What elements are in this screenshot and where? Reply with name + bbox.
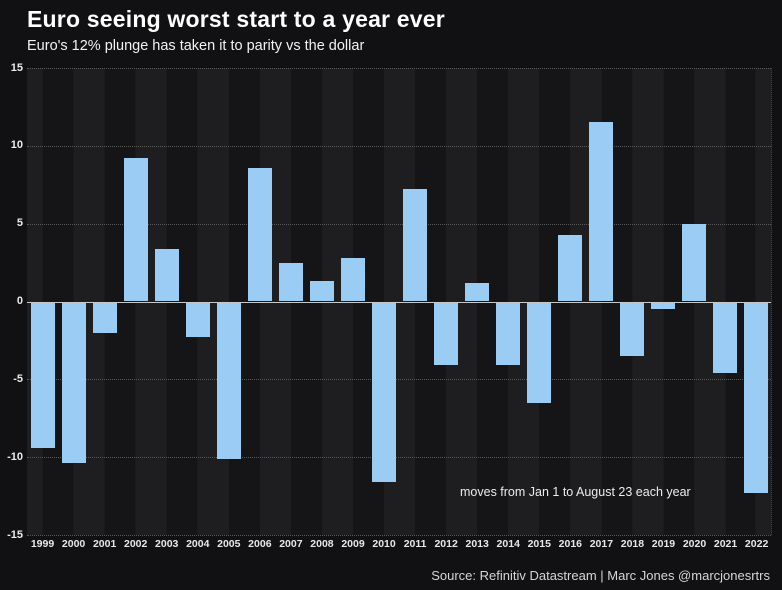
x-axis-labels: 1999 2000 2001 2002 2003 2004 2005 2006 2007 2008… [27,538,772,550]
x-axis-label-2000: 2000 [61,538,86,550]
gridline [27,379,771,381]
bar-2008 [309,281,334,302]
bar-2013 [465,282,490,302]
bar-2010 [371,301,396,483]
plot-area [27,68,772,536]
bar-1999 [30,301,55,448]
zero-line [27,301,771,303]
x-axis-label-2012: 2012 [434,538,458,550]
bar-2009 [340,257,365,302]
x-axis-label-2001: 2001 [92,538,117,550]
source-credit: Source: Refinitiv Datastream | Marc Jone… [431,568,770,583]
x-axis-label-1999: 1999 [30,538,55,550]
bar-2004 [185,301,210,338]
x-axis-label-2007: 2007 [279,538,303,550]
x-axis-label-2016: 2016 [558,538,582,550]
gridline [27,68,771,69]
bar-2001 [92,301,117,333]
x-axis-label-2021: 2021 [713,538,738,550]
chart-subtitle: Euro's 12% plunge has taken it to parity… [27,38,365,54]
y-axis-tick-label: 0 [16,295,23,307]
gridline [27,145,771,147]
gridline [27,457,771,459]
bar-2007 [278,262,303,302]
bar-2019 [651,301,676,310]
x-axis-label-2017: 2017 [589,538,614,550]
bar-2014 [496,301,521,366]
x-axis-label-2003: 2003 [155,538,179,550]
y-axis-tick-label: -10 [7,450,23,463]
x-axis-label-2018: 2018 [620,538,645,550]
chart-title: Euro seeing worst start to a year ever [27,6,445,32]
bar-2020 [682,223,707,302]
x-axis-label-2005: 2005 [217,538,241,550]
y-axis-tick-label: 15 [10,61,23,74]
x-axis-label-2002: 2002 [123,538,148,550]
bar-2002 [123,158,148,302]
bar-2017 [589,122,614,302]
y-axis-tick-label: -15 [7,528,23,541]
bar-2000 [61,301,86,464]
bar-2016 [558,234,583,302]
x-axis-label-2010: 2010 [372,538,396,550]
x-axis-label-2015: 2015 [527,538,551,550]
gridline [27,535,771,536]
x-axis-label-2004: 2004 [186,538,210,550]
x-axis-label-2022: 2022 [744,538,769,550]
bar-2003 [154,248,179,302]
x-axis-label-2020: 2020 [682,538,707,550]
y-axis-tick-label: 10 [10,139,23,152]
x-axis-label-2011: 2011 [403,538,427,550]
bar-2005 [216,301,241,459]
y-axis-tick-label: -5 [13,372,23,385]
gridline [27,223,771,225]
bar-2015 [527,301,552,403]
bar-2012 [434,301,459,366]
x-axis-label-2009: 2009 [341,538,365,550]
bar-2018 [620,301,645,356]
bar-2011 [403,189,428,302]
y-axis-tick-label: 5 [16,217,23,230]
chart-annotation: moves from Jan 1 to August 23 each year [460,485,691,499]
x-axis-label-2008: 2008 [310,538,334,550]
bar-2021 [713,301,738,374]
x-axis-label-2013: 2013 [465,538,489,550]
x-axis-label-2019: 2019 [651,538,676,550]
bar-2006 [247,167,272,302]
x-axis-label-2006: 2006 [248,538,272,550]
x-axis-label-2014: 2014 [496,538,520,550]
bar-2022 [744,301,769,493]
